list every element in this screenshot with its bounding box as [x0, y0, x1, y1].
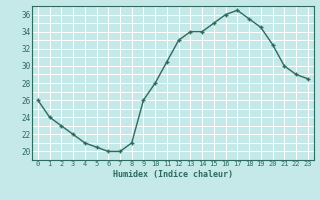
X-axis label: Humidex (Indice chaleur): Humidex (Indice chaleur): [113, 170, 233, 179]
